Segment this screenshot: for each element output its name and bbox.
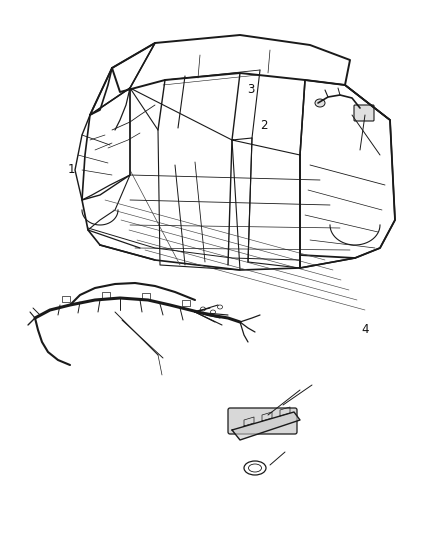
Bar [182,300,190,306]
Text: 2: 2 [261,119,268,132]
Ellipse shape [315,99,325,107]
Ellipse shape [244,461,266,475]
Bar [102,292,110,298]
Text: 3: 3 [247,83,255,96]
Text: 1: 1 [68,163,75,176]
Bar [62,296,70,302]
Polygon shape [232,412,300,440]
FancyBboxPatch shape [228,408,297,434]
Bar [142,293,150,299]
FancyBboxPatch shape [354,105,374,121]
Text: 4: 4 [361,323,369,336]
